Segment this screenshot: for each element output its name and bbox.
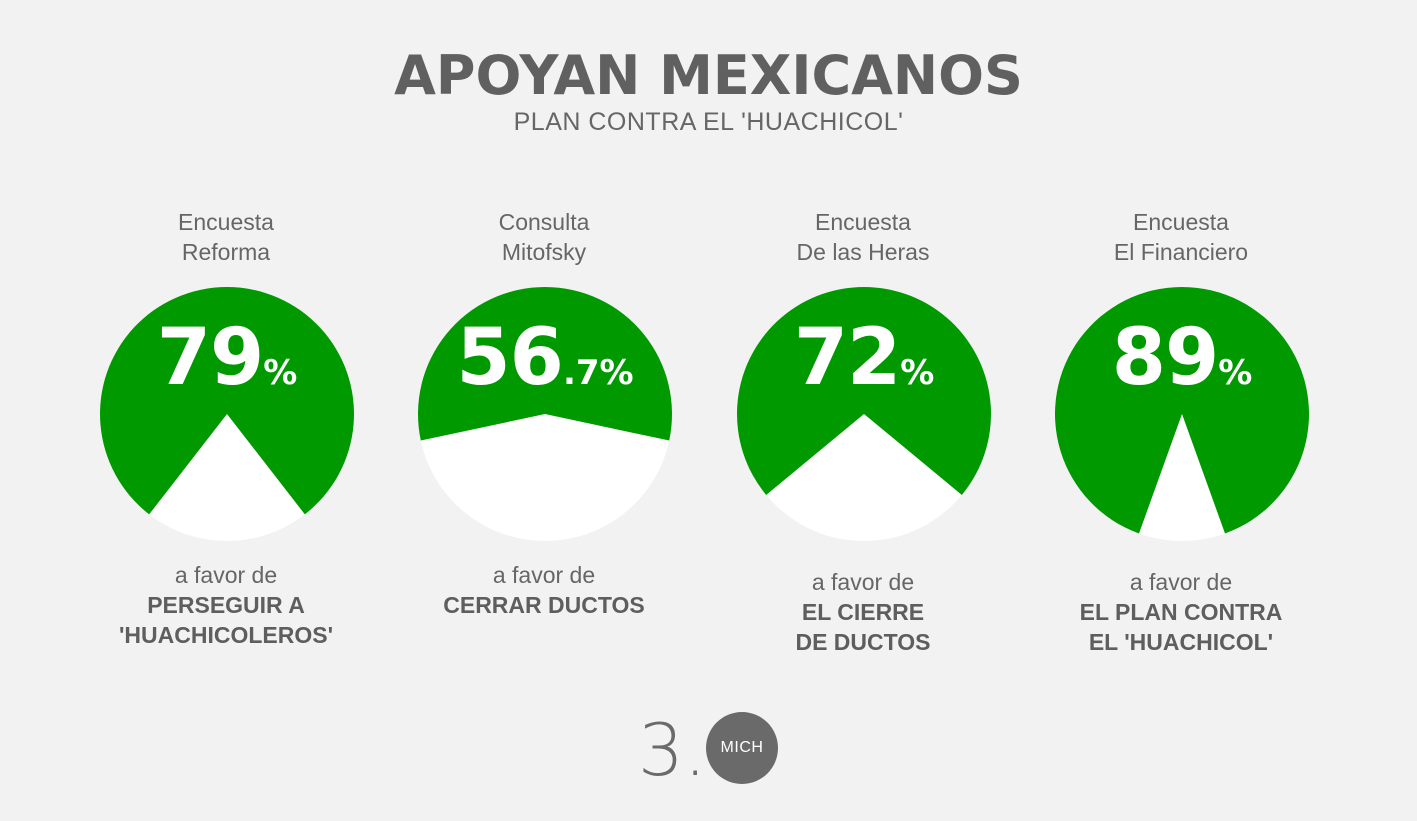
poll-3: Encuesta El Financiero 89% a favor de EL PLA…: [1021, 207, 1341, 677]
pie-svg: [99, 287, 354, 541]
poll-source: Consulta Mitofsky: [384, 207, 704, 267]
poll-source: Encuesta De las Heras: [703, 207, 1023, 267]
poll-2: Encuesta De las Heras 72% a favor de EL CIER…: [703, 207, 1023, 677]
poll-percent-label: 79%: [100, 319, 354, 397]
page-title: APOYAN MEXICANOS: [394, 44, 1023, 107]
percent-value: 72: [793, 313, 902, 403]
page-subtitle: PLAN CONTRA EL 'HUACHICOL': [513, 108, 904, 136]
pie-svg: [737, 287, 991, 541]
percent-decimal: .7: [562, 353, 600, 393]
poll-1: Consulta Mitofsky 56.7% a favor de CERRAR DU…: [384, 207, 704, 677]
poll-pie: [1055, 286, 1309, 541]
percent-unit: %: [900, 353, 935, 393]
caption-intro: a favor de: [492, 562, 596, 588]
poll-source-line: El Financiero: [1113, 239, 1249, 265]
caption-topic: DE DUCTOS: [795, 629, 931, 655]
poll-caption: a favor de EL CIERRE DE DUCTOS: [703, 567, 1023, 657]
poll-pie: [99, 287, 354, 541]
pie-svg: [1055, 286, 1309, 541]
caption-topic: EL PLAN CONTRA: [1079, 599, 1283, 625]
poll-source-line: Consulta: [498, 209, 590, 235]
percent-unit: %: [599, 353, 634, 393]
caption-intro: a favor de: [1129, 569, 1233, 595]
pie-svg: [418, 287, 672, 541]
percent-unit: %: [1218, 353, 1253, 393]
caption-topic: PERSEGUIR A: [147, 592, 305, 618]
poll-source: Encuesta El Financiero: [1021, 207, 1341, 267]
poll-source-line: Encuesta: [1133, 209, 1229, 235]
percent-value: 56: [456, 313, 564, 403]
poll-percent-label: 89%: [1055, 319, 1309, 397]
percent-unit: %: [263, 353, 298, 393]
poll-source-line: Encuesta: [178, 209, 274, 235]
logo: 3. MICH: [638, 710, 778, 790]
percent-value: 79: [156, 313, 265, 403]
poll-caption: a favor de EL PLAN CONTRA EL 'HUACHICOL': [1021, 567, 1341, 657]
poll-pie: [737, 287, 991, 541]
poll-0: Encuesta Reforma 79% a favor de PERSEGUIR A '…: [66, 207, 386, 677]
poll-pie: [418, 287, 672, 541]
percent-value: 89: [1111, 313, 1220, 403]
caption-intro: a favor de: [174, 562, 278, 588]
poll-source-line: Encuesta: [815, 209, 911, 235]
poll-caption: a favor de PERSEGUIR A 'HUACHICOLEROS': [66, 560, 386, 650]
caption-topic: EL 'HUACHICOL': [1088, 629, 1274, 655]
pie-slice-favor: [418, 287, 672, 441]
pie-slice-favor: [99, 287, 354, 515]
poll-source-line: Mitofsky: [501, 239, 587, 265]
logo-badge: MICH: [706, 712, 778, 784]
pie-slice-favor: [1055, 286, 1309, 534]
caption-intro: a favor de: [811, 569, 915, 595]
pie-slice-favor: [737, 287, 991, 495]
poll-percent-label: 56.7%: [418, 319, 672, 397]
poll-source-line: De las Heras: [796, 239, 930, 265]
logo-badge-text: MICH: [720, 739, 764, 756]
caption-topic: 'HUACHICOLEROS': [118, 622, 334, 648]
poll-source-line: Reforma: [181, 239, 271, 265]
poll-source: Encuesta Reforma: [66, 207, 386, 267]
poll-caption: a favor de CERRAR DUCTOS: [384, 560, 704, 620]
logo-number: 3.: [638, 708, 707, 792]
caption-topic: CERRAR DUCTOS: [443, 592, 645, 618]
poll-percent-label: 72%: [737, 319, 991, 397]
caption-topic: EL CIERRE: [801, 599, 925, 625]
